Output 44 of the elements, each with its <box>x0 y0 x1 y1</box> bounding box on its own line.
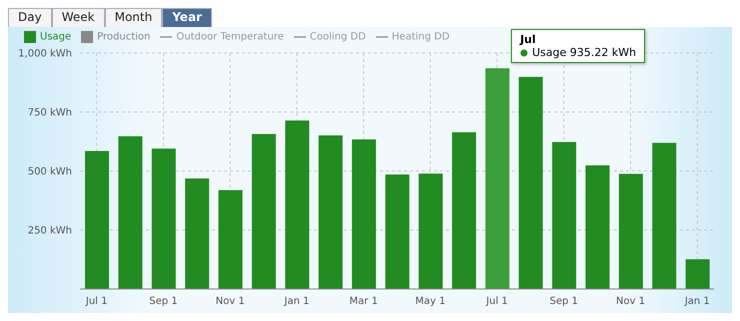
bar <box>218 190 242 289</box>
x-tick-label: Mar 1 <box>349 296 378 308</box>
bar <box>285 120 310 289</box>
bar <box>85 150 109 289</box>
bar <box>518 76 543 289</box>
bar <box>452 132 476 289</box>
x-tick-label: May 1 <box>415 296 446 308</box>
x-tick-label: Jul 1 <box>84 296 108 308</box>
bar <box>385 174 410 289</box>
bar <box>185 178 210 289</box>
text: Day <box>8 8 52 27</box>
legend-label: Cooling DD <box>310 32 366 43</box>
x-tick-label: Nov 1 <box>616 296 646 308</box>
y-tick-label: 500 kWh <box>28 166 72 178</box>
text: Week <box>52 8 105 27</box>
bar <box>552 142 576 289</box>
bar <box>118 136 142 289</box>
bar <box>686 259 710 289</box>
x-tick-label: Nov 1 <box>216 296 245 308</box>
x-tick-label: Jan 1 <box>684 296 710 308</box>
x-tick-label: Sep 1 <box>550 296 578 308</box>
bar <box>152 148 176 289</box>
bar <box>586 165 610 289</box>
y-tick-label: 750 kWh <box>28 108 72 119</box>
x-tick-label: Sep 1 <box>149 296 178 308</box>
y-tick-label: 1,000 kWh <box>18 48 72 60</box>
legend-label: Production <box>97 32 150 43</box>
text: Month <box>104 8 162 27</box>
legend-label: Heating DD <box>392 32 450 43</box>
x-tick-label: Jul 1 <box>485 296 508 308</box>
x-tick-label: Jan 1 <box>283 296 310 308</box>
legend-label: Usage <box>40 32 72 43</box>
annotation: Usage 935.22 kWh <box>532 46 636 59</box>
bar <box>618 174 643 289</box>
y-tick-label: 250 kWh <box>28 226 72 237</box>
bar <box>418 174 443 289</box>
bar <box>652 142 676 289</box>
bar <box>252 134 276 289</box>
bar <box>352 139 376 289</box>
hover-box: Jul Usage 935.22 kWh <box>511 29 646 63</box>
bar <box>318 135 343 289</box>
bar <box>485 68 510 289</box>
legend-label: Outdoor Temperature <box>176 32 284 43</box>
text: Year <box>162 8 212 27</box>
